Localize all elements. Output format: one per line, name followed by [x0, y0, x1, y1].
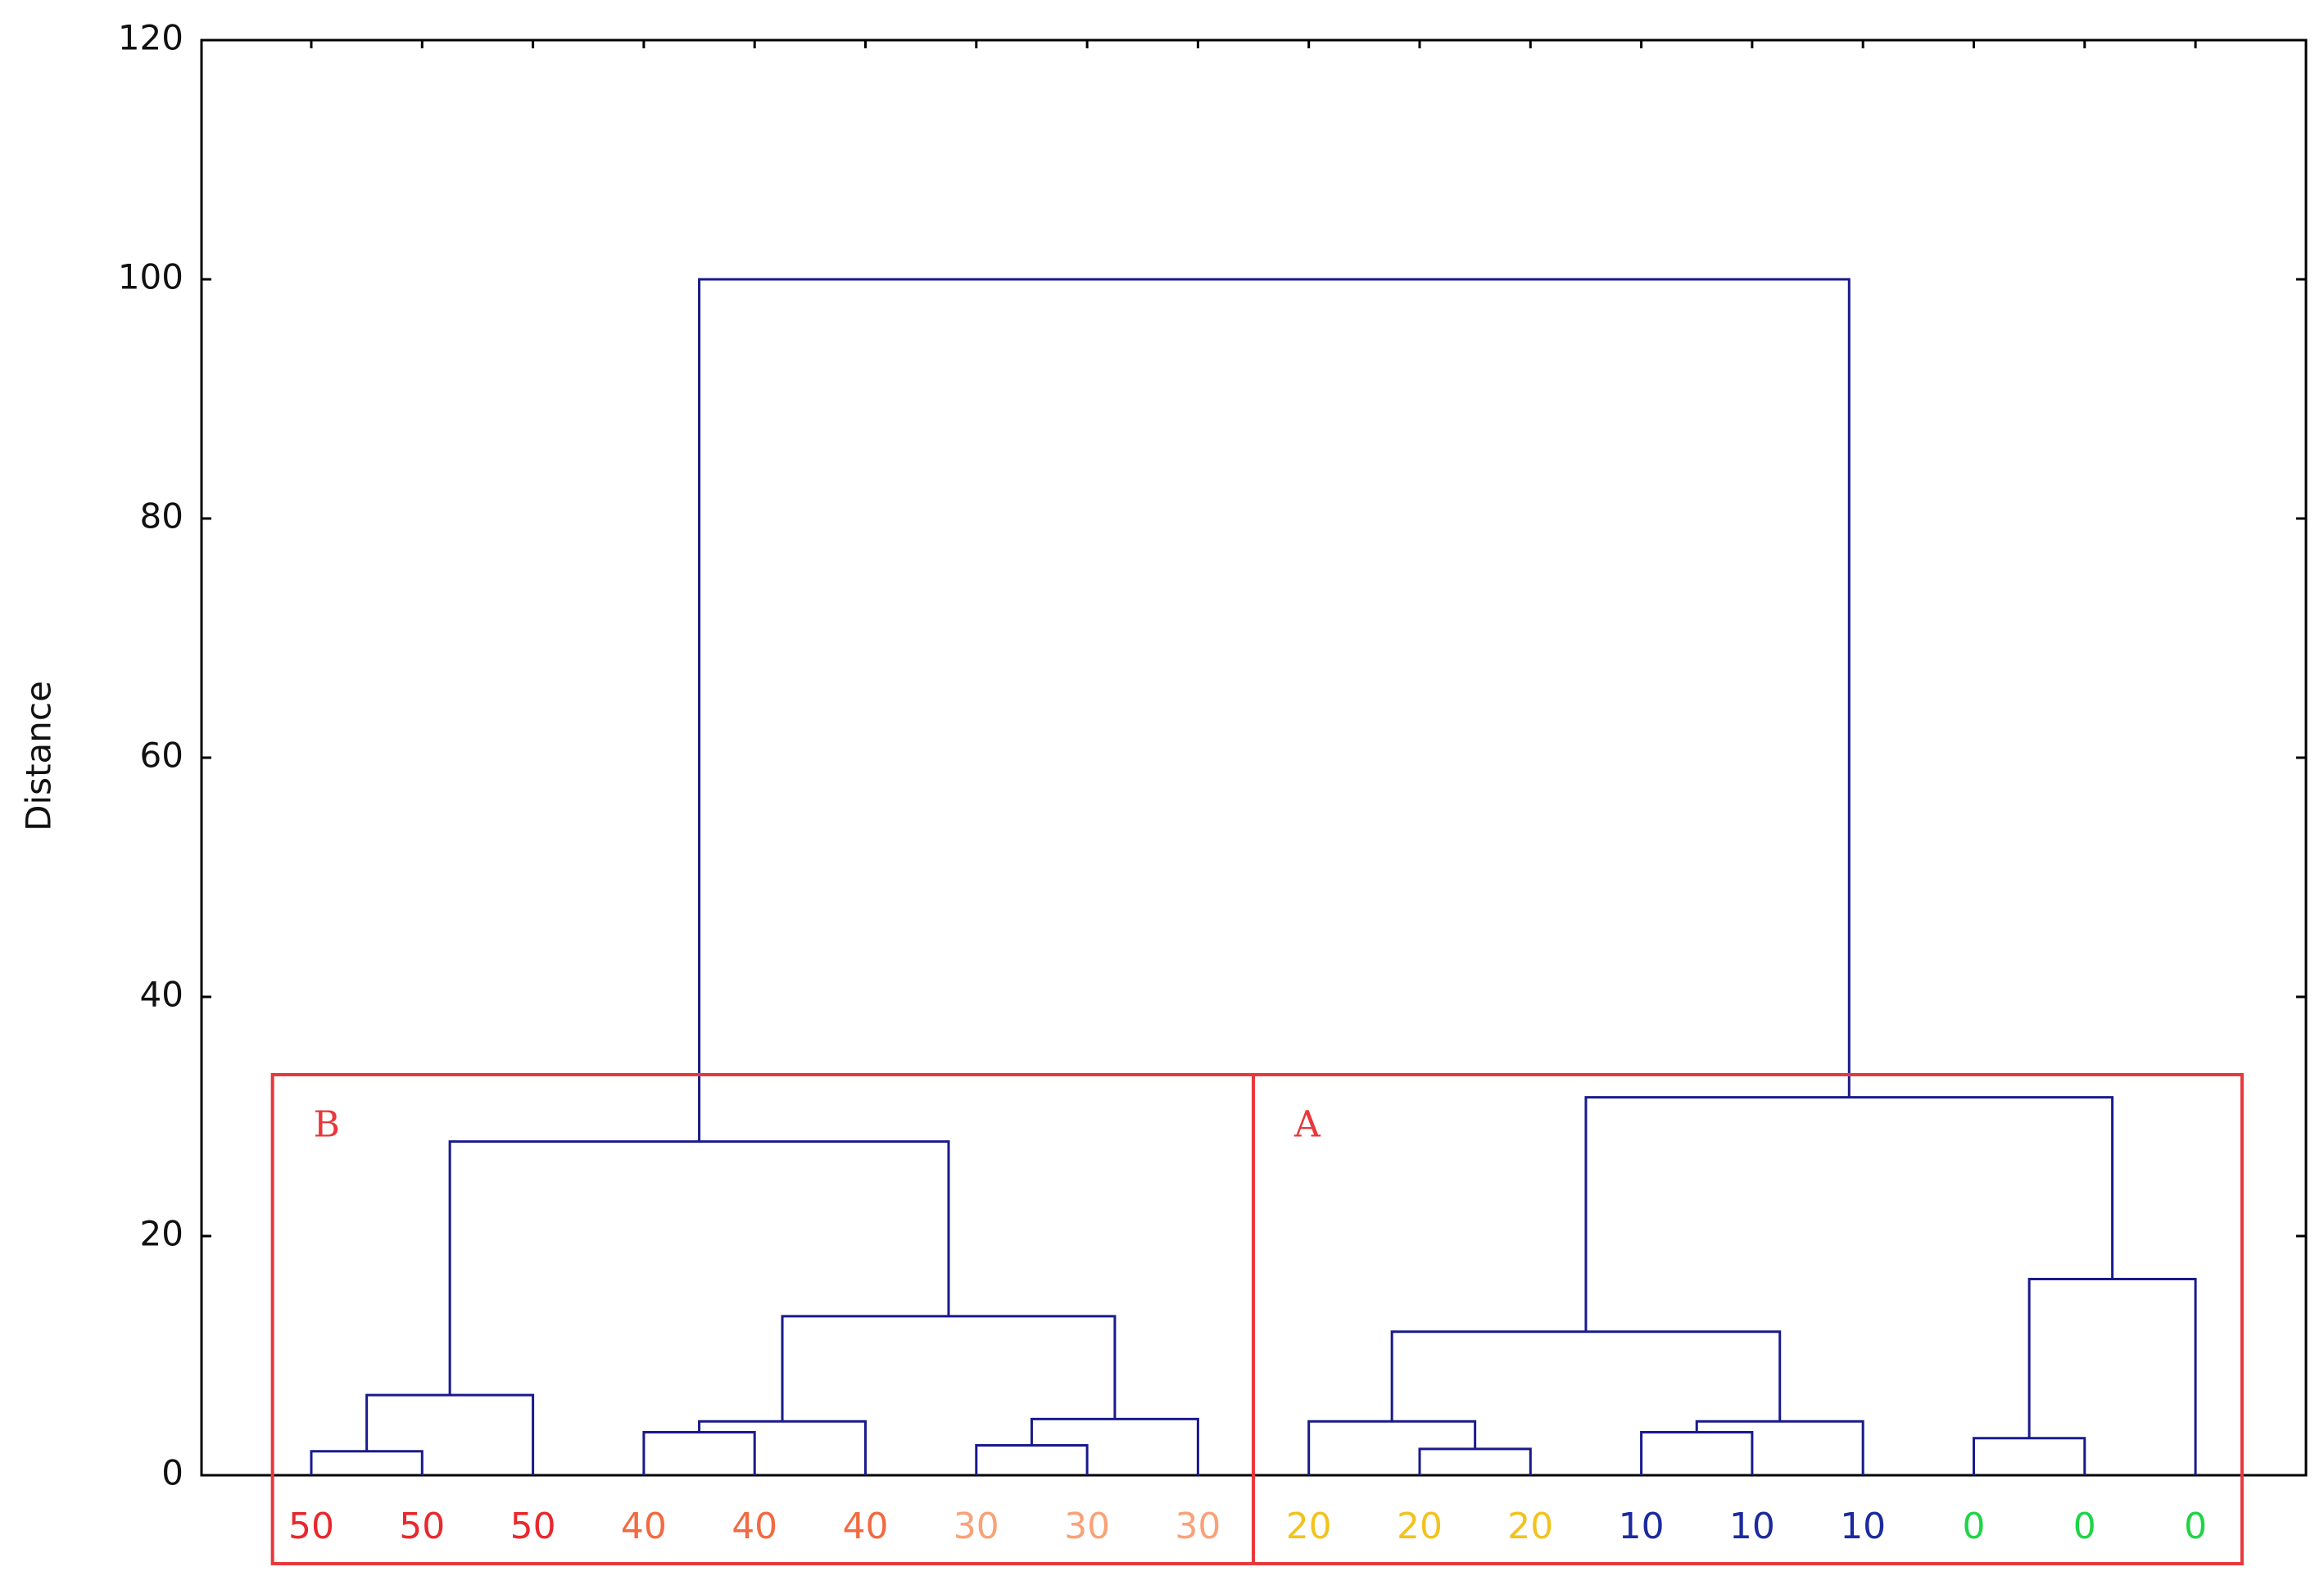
dendrogram-link — [310, 1450, 424, 1475]
cluster-box — [270, 1073, 1256, 1565]
y-tick-label: 60 — [140, 736, 183, 776]
y-tick-label: 120 — [118, 18, 183, 58]
cluster-box — [1252, 1073, 2244, 1565]
leaf-label: 0 — [1963, 1506, 1986, 1547]
y-tick-label: 0 — [161, 1453, 183, 1493]
dendrogram-link — [2027, 1278, 2197, 1475]
cluster-label: B — [314, 1104, 340, 1146]
dendrogram-link — [698, 278, 1851, 1142]
leaf-label: 10 — [1840, 1506, 1886, 1547]
leaf-label: 50 — [399, 1506, 445, 1547]
dendrogram-link — [975, 1444, 1089, 1475]
dendrogram-link — [1640, 1430, 1754, 1475]
leaf-label: 30 — [954, 1506, 999, 1547]
dendrogram-link — [781, 1315, 1117, 1422]
leaf-label: 40 — [843, 1506, 889, 1547]
leaf-label: 10 — [1619, 1506, 1665, 1547]
dendrogram-link — [1973, 1437, 2086, 1475]
leaf-label: 0 — [2184, 1506, 2207, 1547]
dendrogram-link — [1390, 1330, 1782, 1422]
leaf-label: 20 — [1397, 1506, 1443, 1547]
dendrogram-link — [1584, 1096, 2114, 1332]
dendrogram-link — [448, 1140, 950, 1396]
dendrogram-link — [698, 1420, 867, 1475]
dendrogram-link — [1695, 1420, 1864, 1475]
leaf-label: 10 — [1729, 1506, 1775, 1547]
cluster-label: A — [1293, 1104, 1321, 1146]
leaf-label: 40 — [621, 1506, 667, 1547]
leaf-label: 20 — [1507, 1506, 1553, 1547]
leaf-label: 40 — [732, 1506, 777, 1547]
leaf-label: 20 — [1286, 1506, 1332, 1547]
y-axis-label: Distance — [19, 681, 59, 831]
y-tick-label: 80 — [140, 496, 183, 537]
leaf-label: 50 — [288, 1506, 334, 1547]
leaf-label: 0 — [2073, 1506, 2096, 1547]
dendrogram-link — [365, 1393, 535, 1475]
dendrogram-link — [642, 1430, 756, 1475]
y-tick-label: 100 — [118, 257, 183, 297]
dendrogram-link — [1030, 1417, 1199, 1475]
y-tick-label: 40 — [140, 975, 183, 1015]
leaf-label: 30 — [1064, 1506, 1110, 1547]
leaf-label: 30 — [1175, 1506, 1221, 1547]
y-tick-label: 20 — [140, 1214, 183, 1254]
leaf-label: 50 — [510, 1506, 556, 1547]
dendrogram-link — [1418, 1447, 1532, 1475]
